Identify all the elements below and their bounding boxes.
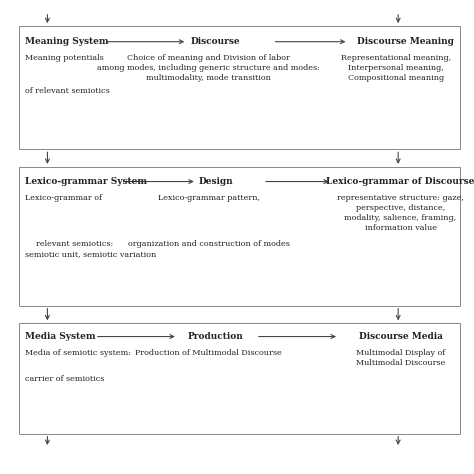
Text: Multimodal Discourse: Multimodal Discourse [356,359,445,366]
Text: Choice of meaning and Division of labor: Choice of meaning and Division of labor [127,54,290,62]
Text: organization and construction of modes: organization and construction of modes [128,240,290,248]
Text: Lexico-grammar of Discourse: Lexico-grammar of Discourse [326,177,474,186]
Text: Lexico-grammar pattern,: Lexico-grammar pattern, [157,194,260,201]
Text: Interpersonal meaning,: Interpersonal meaning, [348,64,444,72]
Bar [19,26,460,149]
Text: multimodality, mode transition: multimodality, mode transition [146,74,271,82]
Text: Design: Design [198,177,233,186]
Text: Production of Multimodal Discourse: Production of Multimodal Discourse [135,349,282,356]
Text: carrier of semiotics: carrier of semiotics [25,375,104,383]
Text: Discourse: Discourse [191,37,240,46]
Text: Representational meaning,: Representational meaning, [341,54,451,62]
Text: Media of semiotic system:: Media of semiotic system: [25,349,131,356]
Text: of relevant semiotics: of relevant semiotics [25,87,109,95]
Text: Discourse Meaning: Discourse Meaning [357,37,454,46]
Bar [19,323,460,434]
Text: Lexico-grammar of: Lexico-grammar of [25,194,101,201]
Text: information value: information value [365,224,437,231]
Text: perspective, distance,: perspective, distance, [356,204,445,211]
Text: Media System: Media System [25,332,95,341]
Text: modality, salience, framing,: modality, salience, framing, [345,214,456,221]
Text: Production: Production [188,332,244,341]
Text: representative structure: gaze,: representative structure: gaze, [337,194,464,201]
Text: Discourse Media: Discourse Media [359,332,442,341]
Text: Meaning potentials: Meaning potentials [25,54,103,62]
Text: relevant semiotics:: relevant semiotics: [36,240,113,248]
Text: Lexico-grammar System: Lexico-grammar System [25,177,146,186]
Text: semiotic unit, semiotic variation: semiotic unit, semiotic variation [25,250,156,258]
Text: Multimodal Display of: Multimodal Display of [356,349,445,356]
Bar [19,167,460,306]
Text: among modes, including generic structure and modes:: among modes, including generic structure… [97,64,320,72]
Text: Meaning System: Meaning System [25,37,108,46]
Text: Compositional meaning: Compositional meaning [348,74,444,82]
